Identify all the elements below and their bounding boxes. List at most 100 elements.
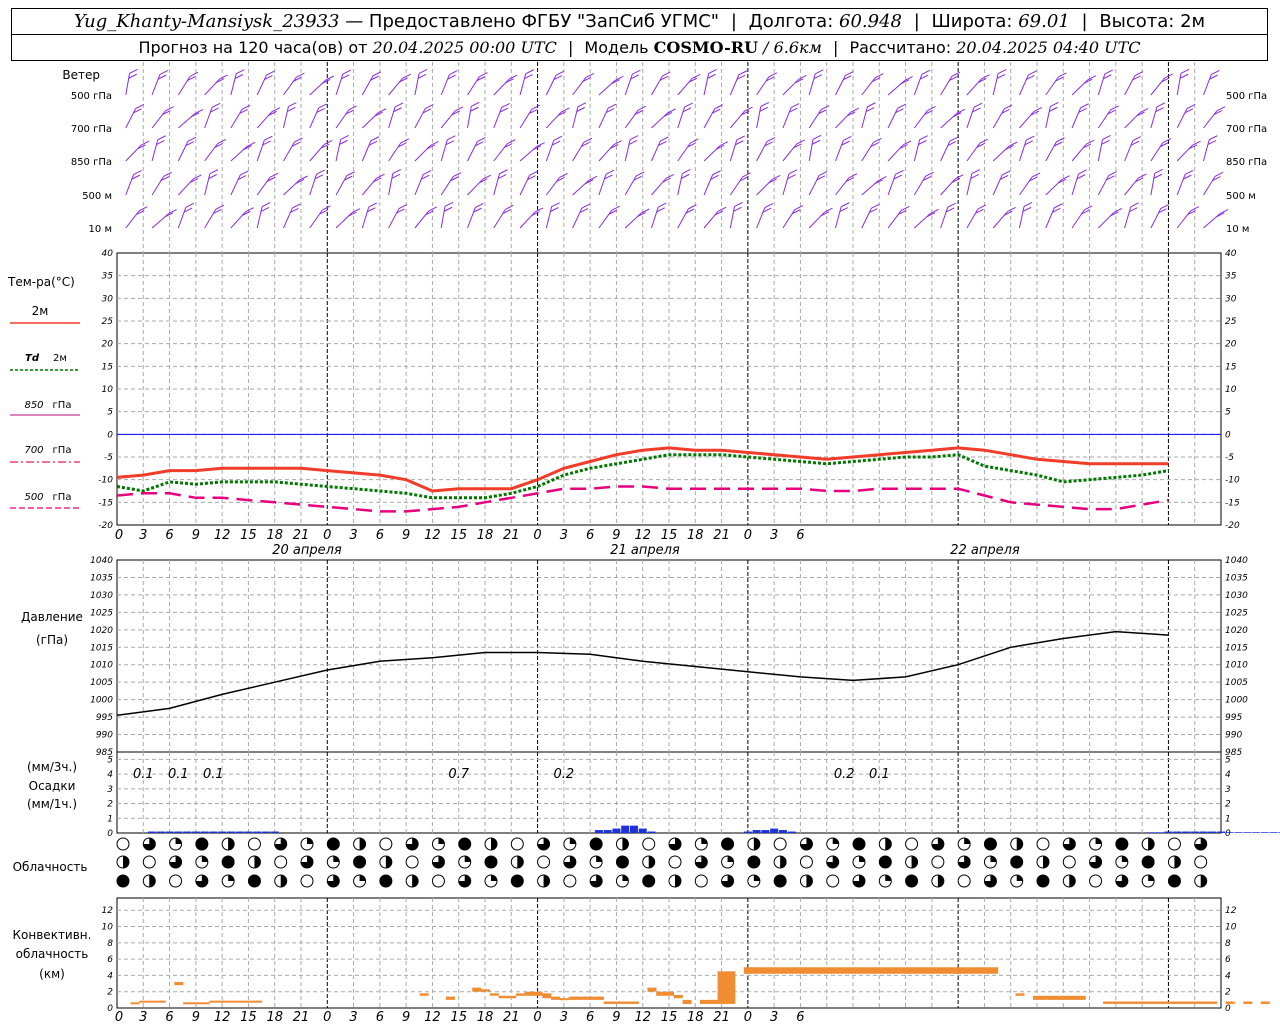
temp-tick-left: -20 [98,521,113,531]
wind-barb [862,204,880,228]
cloud-cover-layer [117,838,1207,887]
cloud-cover-symbol [327,875,339,887]
wind-barb [1019,136,1034,161]
wind-barb [178,203,194,228]
cloud-cover-symbol [459,875,471,887]
prec-tick-right: 3 [1225,785,1231,795]
convective-bar [1033,996,1042,1000]
hour-label: 6 [376,528,384,543]
precip-bar [227,832,235,833]
precip-bar [779,830,787,833]
pres-tick-right: 1000 [1225,696,1248,706]
hour-label: 21 [713,528,730,543]
wind-barb [914,70,930,95]
precip-bar [1173,832,1181,833]
convective-bar [577,997,586,1000]
convective-bar [201,1002,210,1004]
wind-barb [651,109,675,128]
wind-barb [231,142,255,161]
cloud-cover-symbol [590,856,602,868]
cloud-cover-symbol [143,838,155,850]
cloud-cover-symbol [275,838,287,850]
cloud-cover-symbol [406,856,418,868]
wind-barb [1151,204,1169,228]
cloud-cover-symbol [695,856,707,868]
prec-tick-left: 2 [107,800,113,810]
legend-2m-label: 2м [32,304,49,318]
wind-barb [678,205,697,228]
wind-barb [520,171,538,195]
convective-bar [805,967,814,974]
wind-barb [494,103,510,128]
wind-barb [310,104,327,128]
cloud-cover-symbol [590,875,602,887]
wind-level-right: 10 м [1226,224,1249,235]
wind-barb [730,202,742,228]
temp-tick-right: 5 [1225,408,1231,418]
wind-barb [415,69,427,95]
wind-barb [1046,138,1065,161]
wind-barb [678,103,693,128]
cloud-cover-symbol [432,838,444,850]
cloud-cover-symbol [879,838,891,850]
wind-barb [1151,139,1171,161]
cloud-cover-symbol [722,856,734,868]
convective-bar [516,993,525,995]
precip-bar [183,832,191,833]
wind-barb [467,73,487,95]
wind-barb [1177,207,1199,228]
hour-label: 3 [560,528,568,543]
cloud-cover-symbol [143,875,155,887]
cloud-cover-symbol [774,838,786,850]
wind-barb [835,108,858,128]
wind-barb [310,170,325,195]
temperature-title: Тем-ра(°C) [7,275,75,289]
precip-bar [621,826,629,833]
cloud-cover-symbol [1090,875,1102,887]
wind-barb [967,170,980,195]
wind-barb [783,206,803,228]
temp-tick-left: 20 [102,340,114,350]
convective-bar [972,967,981,974]
wind-barb [809,70,823,95]
wind-barb [257,136,272,161]
wind-barb [651,72,670,95]
wind-barb [546,136,562,161]
cloud-cover-symbol [275,856,287,868]
convective-bar [1182,1001,1191,1003]
pres-tick-right: 1025 [1225,608,1248,618]
cloud-cover-symbol [853,875,865,887]
hour-label: 12 [214,528,231,543]
cloud-cover-symbol [984,875,996,887]
precip-bar [761,830,769,833]
temp-tick-right: -20 [1225,521,1240,531]
wind-barb [1098,70,1112,95]
precip-bar [1208,832,1216,833]
convective-bar [683,1000,692,1004]
wind-barb [704,207,726,228]
cloud-cover-symbol [879,875,891,887]
wind-barb [546,173,567,195]
cloud-cover-symbol [1090,856,1102,868]
wind-barb [231,208,254,228]
wind-barb [205,170,218,195]
prec-tick-left: 4 [107,770,113,780]
wind-barb [494,170,508,195]
convective-bar [700,1000,709,1004]
hour-label-bottom: 15 [450,1010,467,1024]
hour-label-bottom: 12 [214,1010,231,1024]
convective-bar [595,997,604,1000]
cloud-cover-symbol [748,875,760,887]
pres-tick-left: 1025 [90,608,113,618]
wind-barb [362,174,384,195]
cloud-cover-symbol [485,838,497,850]
hour-label: 6 [586,528,594,543]
hour-label: 0 [323,528,331,543]
cloud-cover-symbol [301,838,313,850]
convective-bar [420,993,429,995]
wind-barb [467,102,479,128]
wind-barb [126,104,144,128]
cloud-cover-symbol [1037,856,1049,868]
wind-level-right: 500 гПа [1226,91,1267,102]
convective-bar [1077,996,1086,1000]
